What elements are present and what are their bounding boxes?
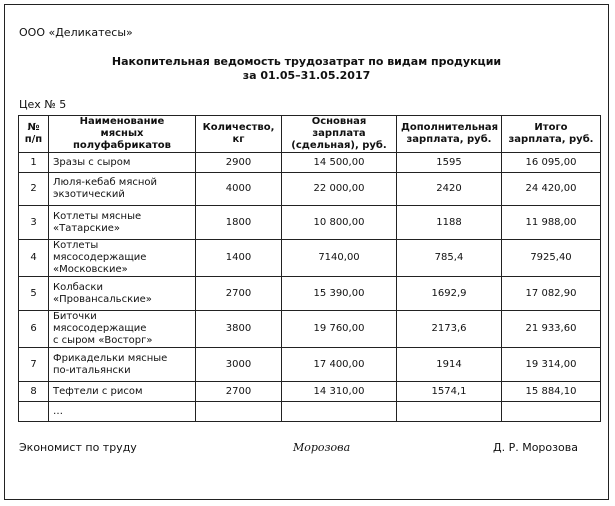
cell <box>281 401 397 422</box>
signature: Морозова <box>293 441 351 454</box>
cell: 7925,40 <box>501 239 601 277</box>
table-row: 2 Люля-кебаб мясной экзотический 4000 22 00… <box>18 172 601 206</box>
product-name: Колбаски «Провансальские» <box>48 276 196 311</box>
title: Накопительная ведомость трудозатрат по в… <box>111 55 502 68</box>
cell: 19 314,00 <box>501 347 601 382</box>
cell: 8 <box>18 381 49 402</box>
header-row: № п/п Наименование мясных полуфабрикатов К… <box>18 115 601 153</box>
cell: 1574,1 <box>396 381 502 402</box>
cell: 11 988,00 <box>501 205 601 240</box>
cell <box>396 401 502 422</box>
table: № п/п Наименование мясных полуфабрикатов К… <box>18 115 601 422</box>
product-name: Фрикадельки мясные по-итальянски <box>48 347 196 382</box>
header-cell: Наименование мясных полуфабрикатов <box>48 115 196 153</box>
signer-name: Д. Р. Морозова <box>493 441 578 454</box>
cell: 3800 <box>195 310 282 348</box>
workshop: Цех № 5 <box>19 98 67 111</box>
header-cell: Итого зарплата, руб. <box>501 115 601 153</box>
cell: 1800 <box>195 205 282 240</box>
cell: 14 500,00 <box>281 152 397 173</box>
cell <box>195 401 282 422</box>
cell: 1 <box>18 152 49 173</box>
cell: 17 082,90 <box>501 276 601 311</box>
cell: 15 390,00 <box>281 276 397 311</box>
cell: 10 800,00 <box>281 205 397 240</box>
cell: 3 <box>18 205 49 240</box>
header-cell: № п/п <box>18 115 49 153</box>
table-row: 7 Фрикадельки мясные по-итальянски 3000 17 … <box>18 347 601 382</box>
cell: … <box>48 401 196 422</box>
product-name: Тефтели с рисом <box>48 381 196 402</box>
cell: 16 095,00 <box>501 152 601 173</box>
cell: 7140,00 <box>281 239 397 277</box>
document: ООО «Деликатесы» Накопительная ведомость… <box>4 4 609 500</box>
cell: 4 <box>18 239 49 277</box>
table-row: 3 Котлеты мясные «Татарские» 1800 10 800,00… <box>18 205 601 240</box>
cell: 6 <box>18 310 49 348</box>
cell: 2900 <box>195 152 282 173</box>
cell: 24 420,00 <box>501 172 601 206</box>
cell: 19 760,00 <box>281 310 397 348</box>
cell <box>18 401 49 422</box>
cell: 7 <box>18 347 49 382</box>
cell: 3000 <box>195 347 282 382</box>
cell: 2700 <box>195 381 282 402</box>
position: Экономист по труду <box>19 441 137 454</box>
product-name: Люля-кебаб мясной экзотический <box>48 172 196 206</box>
table-row: 4 Котлеты мясосодержащие «Московские» 1400… <box>18 239 601 277</box>
header-cell: Дополнительная зарплата, руб. <box>396 115 502 153</box>
cell: 5 <box>18 276 49 311</box>
cell: 1595 <box>396 152 502 173</box>
cell: 2420 <box>396 172 502 206</box>
table-row: 5 Колбаски «Провансальские» 2700 15 390,00 1… <box>18 276 601 311</box>
company: ООО «Деликатесы» <box>19 26 133 39</box>
table-row: 8 Тефтели с рисом 2700 14 310,00 1574,1 15 88… <box>18 381 601 402</box>
title-period: за 01.05–31.05.2017 <box>242 69 371 82</box>
header-cell: Количество, кг <box>195 115 282 153</box>
header-cell: Основная зарплата (сдельная), руб. <box>281 115 397 153</box>
cell: 2173,6 <box>396 310 502 348</box>
cell: 1692,9 <box>396 276 502 311</box>
cell: 1914 <box>396 347 502 382</box>
cell: 785,4 <box>396 239 502 277</box>
product-name: Котлеты мясосодержащие «Московские» <box>48 239 196 277</box>
cell: 4000 <box>195 172 282 206</box>
cell: 2 <box>18 172 49 206</box>
cell <box>501 401 601 422</box>
table-row: 6 Биточки мясосодержащие с сыром «Восторг… <box>18 310 601 348</box>
cell: 17 400,00 <box>281 347 397 382</box>
product-name: Зразы с сыром <box>48 152 196 173</box>
cell: 21 933,60 <box>501 310 601 348</box>
cell: 15 884,10 <box>501 381 601 402</box>
cell: 14 310,00 <box>281 381 397 402</box>
cell: 22 000,00 <box>281 172 397 206</box>
cell: 2700 <box>195 276 282 311</box>
product-name: Биточки мясосодержащие с сыром «Восторг» <box>48 310 196 348</box>
cell: 1188 <box>396 205 502 240</box>
continuation-row: … <box>18 401 601 422</box>
cell: 1400 <box>195 239 282 277</box>
product-name: Котлеты мясные «Татарские» <box>48 205 196 240</box>
table-row: 1 Зразы с сыром 2900 14 500,00 1595 16 095,00 <box>18 152 601 173</box>
